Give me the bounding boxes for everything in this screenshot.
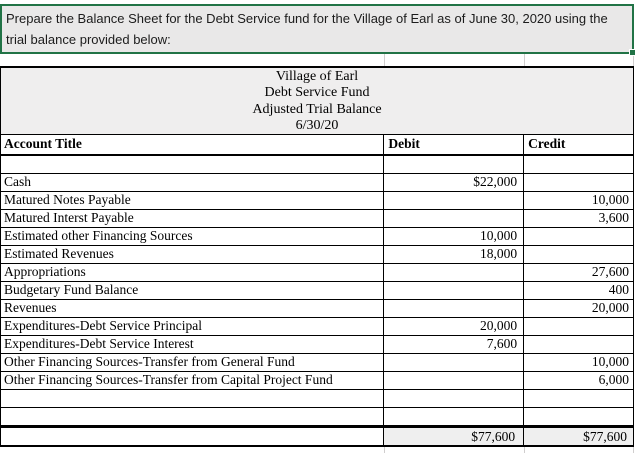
header-account-title[interactable]: Account Title: [1, 135, 385, 154]
account-cell[interactable]: [1, 408, 385, 425]
debit-cell[interactable]: [384, 192, 525, 209]
account-cell[interactable]: Budgetary Fund Balance: [1, 282, 385, 299]
gridline: [633, 56, 634, 66]
table-row: Revenues 20,000: [1, 300, 634, 318]
account-cell[interactable]: Matured Interst Payable: [1, 210, 385, 227]
credit-cell[interactable]: [524, 156, 634, 173]
debit-cell[interactable]: [384, 156, 525, 173]
debit-cell[interactable]: 20,000: [384, 318, 525, 335]
table-row: Appropriations 27,600: [1, 264, 634, 282]
gridline: [384, 447, 385, 453]
table-title-block[interactable]: Village of Earl Debt Service Fund Adjust…: [1, 66, 634, 135]
table-row: Budgetary Fund Balance 400: [1, 282, 634, 300]
table-row: Matured Notes Payable 10,000: [1, 192, 634, 210]
debit-cell[interactable]: [384, 300, 525, 317]
account-cell[interactable]: Revenues: [1, 300, 385, 317]
credit-cell[interactable]: 400: [524, 282, 634, 299]
title-date: 6/30/20: [295, 118, 339, 134]
credit-cell[interactable]: [524, 246, 634, 263]
credit-cell[interactable]: 6,000: [524, 372, 634, 389]
table-row: Other Financing Sources-Transfer from Ge…: [1, 354, 634, 372]
debit-cell[interactable]: [384, 408, 525, 425]
table-row: Cash $22,000: [1, 174, 634, 192]
debit-cell[interactable]: [384, 210, 525, 227]
header-credit[interactable]: Credit: [524, 135, 634, 154]
credit-cell[interactable]: 27,600: [524, 264, 634, 281]
account-cell[interactable]: Cash: [1, 174, 385, 191]
debit-cell[interactable]: 10,000: [384, 228, 525, 245]
debit-cell[interactable]: [384, 372, 525, 389]
title-statement: Adjusted Trial Balance: [252, 101, 382, 117]
account-cell[interactable]: Estimated other Financing Sources: [1, 228, 385, 245]
credit-cell[interactable]: [524, 390, 634, 407]
account-cell[interactable]: Other Financing Sources-Transfer from Ge…: [1, 354, 385, 371]
account-cell[interactable]: Other Financing Sources-Transfer from Ca…: [1, 372, 385, 389]
table-row: Estimated other Financing Sources 10,000: [1, 228, 634, 246]
credit-cell[interactable]: [524, 228, 634, 245]
account-cell[interactable]: Expenditures-Debt Service Interest: [1, 336, 385, 353]
totals-credit-cell[interactable]: $77,600: [524, 428, 634, 445]
totals-row: $77,600 $77,600: [1, 426, 634, 447]
table-row: [1, 390, 634, 408]
header-debit[interactable]: Debit: [384, 135, 525, 154]
gridline: [384, 54, 385, 66]
debit-cell[interactable]: $22,000: [384, 174, 525, 191]
table-row: [1, 156, 634, 174]
title-fund: Debt Service Fund: [264, 85, 370, 101]
instruction-cell[interactable]: Prepare the Balance Sheet for the Debt S…: [0, 4, 636, 56]
table-row: Other Financing Sources-Transfer from Ca…: [1, 372, 634, 390]
table-row: [1, 408, 634, 426]
credit-cell[interactable]: 20,000: [524, 300, 634, 317]
account-cell[interactable]: [1, 390, 385, 407]
account-cell[interactable]: Appropriations: [1, 264, 385, 281]
account-cell[interactable]: Expenditures-Debt Service Principal: [1, 318, 385, 335]
title-entity: Village of Earl: [275, 69, 359, 84]
debit-cell[interactable]: [384, 390, 525, 407]
table-header-row: Account Title Debit Credit: [1, 135, 634, 156]
table-row: Matured Interst Payable 3,600: [1, 210, 634, 228]
credit-cell[interactable]: [524, 318, 634, 335]
credit-cell[interactable]: [524, 174, 634, 191]
totals-debit-cell[interactable]: $77,600: [384, 428, 525, 445]
instruction-text: Prepare the Balance Sheet for the Debt S…: [6, 11, 608, 47]
credit-cell[interactable]: 10,000: [524, 354, 634, 371]
totals-account-cell[interactable]: [1, 428, 385, 445]
debit-cell[interactable]: 7,600: [384, 336, 525, 353]
table-body: Cash $22,000 Matured Notes Payable 10,000 Ma…: [1, 156, 634, 426]
fill-handle[interactable]: [629, 49, 636, 56]
account-cell[interactable]: Matured Notes Payable: [1, 192, 385, 209]
gridline: [524, 54, 525, 66]
debit-cell[interactable]: [384, 354, 525, 371]
table-row: Expenditures-Debt Service Interest 7,600: [1, 336, 634, 354]
gridline: [524, 447, 525, 453]
table-row: Expenditures-Debt Service Principal 20,00…: [1, 318, 634, 336]
credit-cell[interactable]: 10,000: [524, 192, 634, 209]
account-cell[interactable]: [1, 156, 385, 173]
debit-cell[interactable]: [384, 264, 525, 281]
credit-cell[interactable]: 3,600: [524, 210, 634, 227]
trial-balance-table: Village of Earl Debt Service Fund Adjust…: [0, 66, 634, 447]
debit-cell[interactable]: [384, 282, 525, 299]
debit-cell[interactable]: 18,000: [384, 246, 525, 263]
gridline: [633, 447, 634, 453]
table-row: Estimated Revenues 18,000: [1, 246, 634, 264]
account-cell[interactable]: Estimated Revenues: [1, 246, 385, 263]
credit-cell[interactable]: [524, 408, 634, 425]
credit-cell[interactable]: [524, 336, 634, 353]
